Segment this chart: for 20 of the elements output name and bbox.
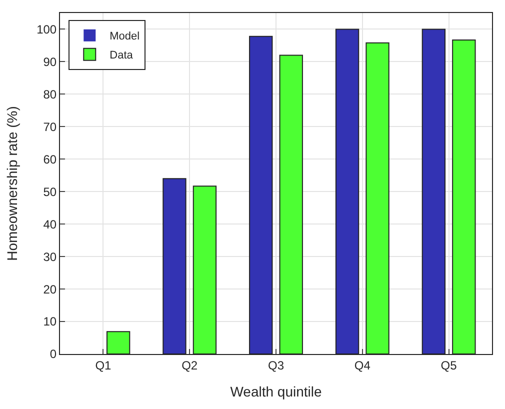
y-tick-label: 30 — [43, 250, 57, 264]
y-tick-label: 10 — [43, 314, 57, 329]
x-tick-label: Q4 — [354, 358, 371, 372]
legend-label: Data — [110, 50, 134, 62]
y-tick-label: 90 — [43, 54, 57, 69]
y-tick-label: 0 — [50, 347, 57, 362]
y-tick-label: 80 — [43, 87, 57, 102]
y-tick-label: 100 — [36, 22, 57, 36]
y-tick-label: 20 — [43, 282, 57, 296]
x-tick-label: Q3 — [268, 358, 284, 372]
legend-label: Model — [110, 30, 140, 43]
y-tick-label: 70 — [43, 120, 57, 134]
x-tick-label: Q5 — [440, 358, 458, 372]
y-axis-title: Homeownership rate (%) — [4, 106, 20, 261]
x-tick-label: Q2 — [182, 358, 198, 372]
y-tick-label: 60 — [43, 152, 57, 166]
x-axis-title: Wealth quintile — [230, 384, 322, 400]
y-tick-label: 50 — [43, 184, 57, 199]
y-tick-label: 40 — [43, 217, 57, 232]
x-tick-label: Q1 — [95, 358, 112, 372]
